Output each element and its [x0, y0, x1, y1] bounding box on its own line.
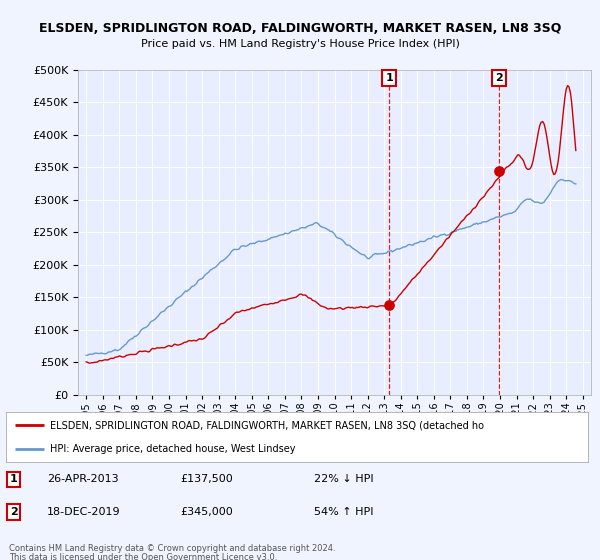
Text: 54% ↑ HPI: 54% ↑ HPI [314, 507, 374, 517]
Point [385, 301, 394, 310]
Text: 1: 1 [386, 73, 394, 83]
Text: HPI: Average price, detached house, West Lindsey: HPI: Average price, detached house, West… [50, 445, 295, 454]
Text: ELSDEN, SPRIDLINGTON ROAD, FALDINGWORTH, MARKET RASEN, LN8 3SQ (detached ho: ELSDEN, SPRIDLINGTON ROAD, FALDINGWORTH,… [50, 420, 484, 430]
Text: This data is licensed under the Open Government Licence v3.0.: This data is licensed under the Open Gov… [9, 553, 277, 560]
Text: 1: 1 [10, 474, 17, 484]
Text: 2: 2 [496, 73, 503, 83]
Text: 26-APR-2013: 26-APR-2013 [47, 474, 118, 484]
Text: 18-DEC-2019: 18-DEC-2019 [47, 507, 121, 517]
Text: £137,500: £137,500 [181, 474, 233, 484]
Text: 22% ↓ HPI: 22% ↓ HPI [314, 474, 374, 484]
Text: Price paid vs. HM Land Registry's House Price Index (HPI): Price paid vs. HM Land Registry's House … [140, 39, 460, 49]
Text: £345,000: £345,000 [181, 507, 233, 517]
Point [494, 166, 504, 175]
Text: 2: 2 [10, 507, 17, 517]
Text: ELSDEN, SPRIDLINGTON ROAD, FALDINGWORTH, MARKET RASEN, LN8 3SQ: ELSDEN, SPRIDLINGTON ROAD, FALDINGWORTH,… [39, 22, 561, 35]
Text: Contains HM Land Registry data © Crown copyright and database right 2024.: Contains HM Land Registry data © Crown c… [9, 544, 335, 553]
